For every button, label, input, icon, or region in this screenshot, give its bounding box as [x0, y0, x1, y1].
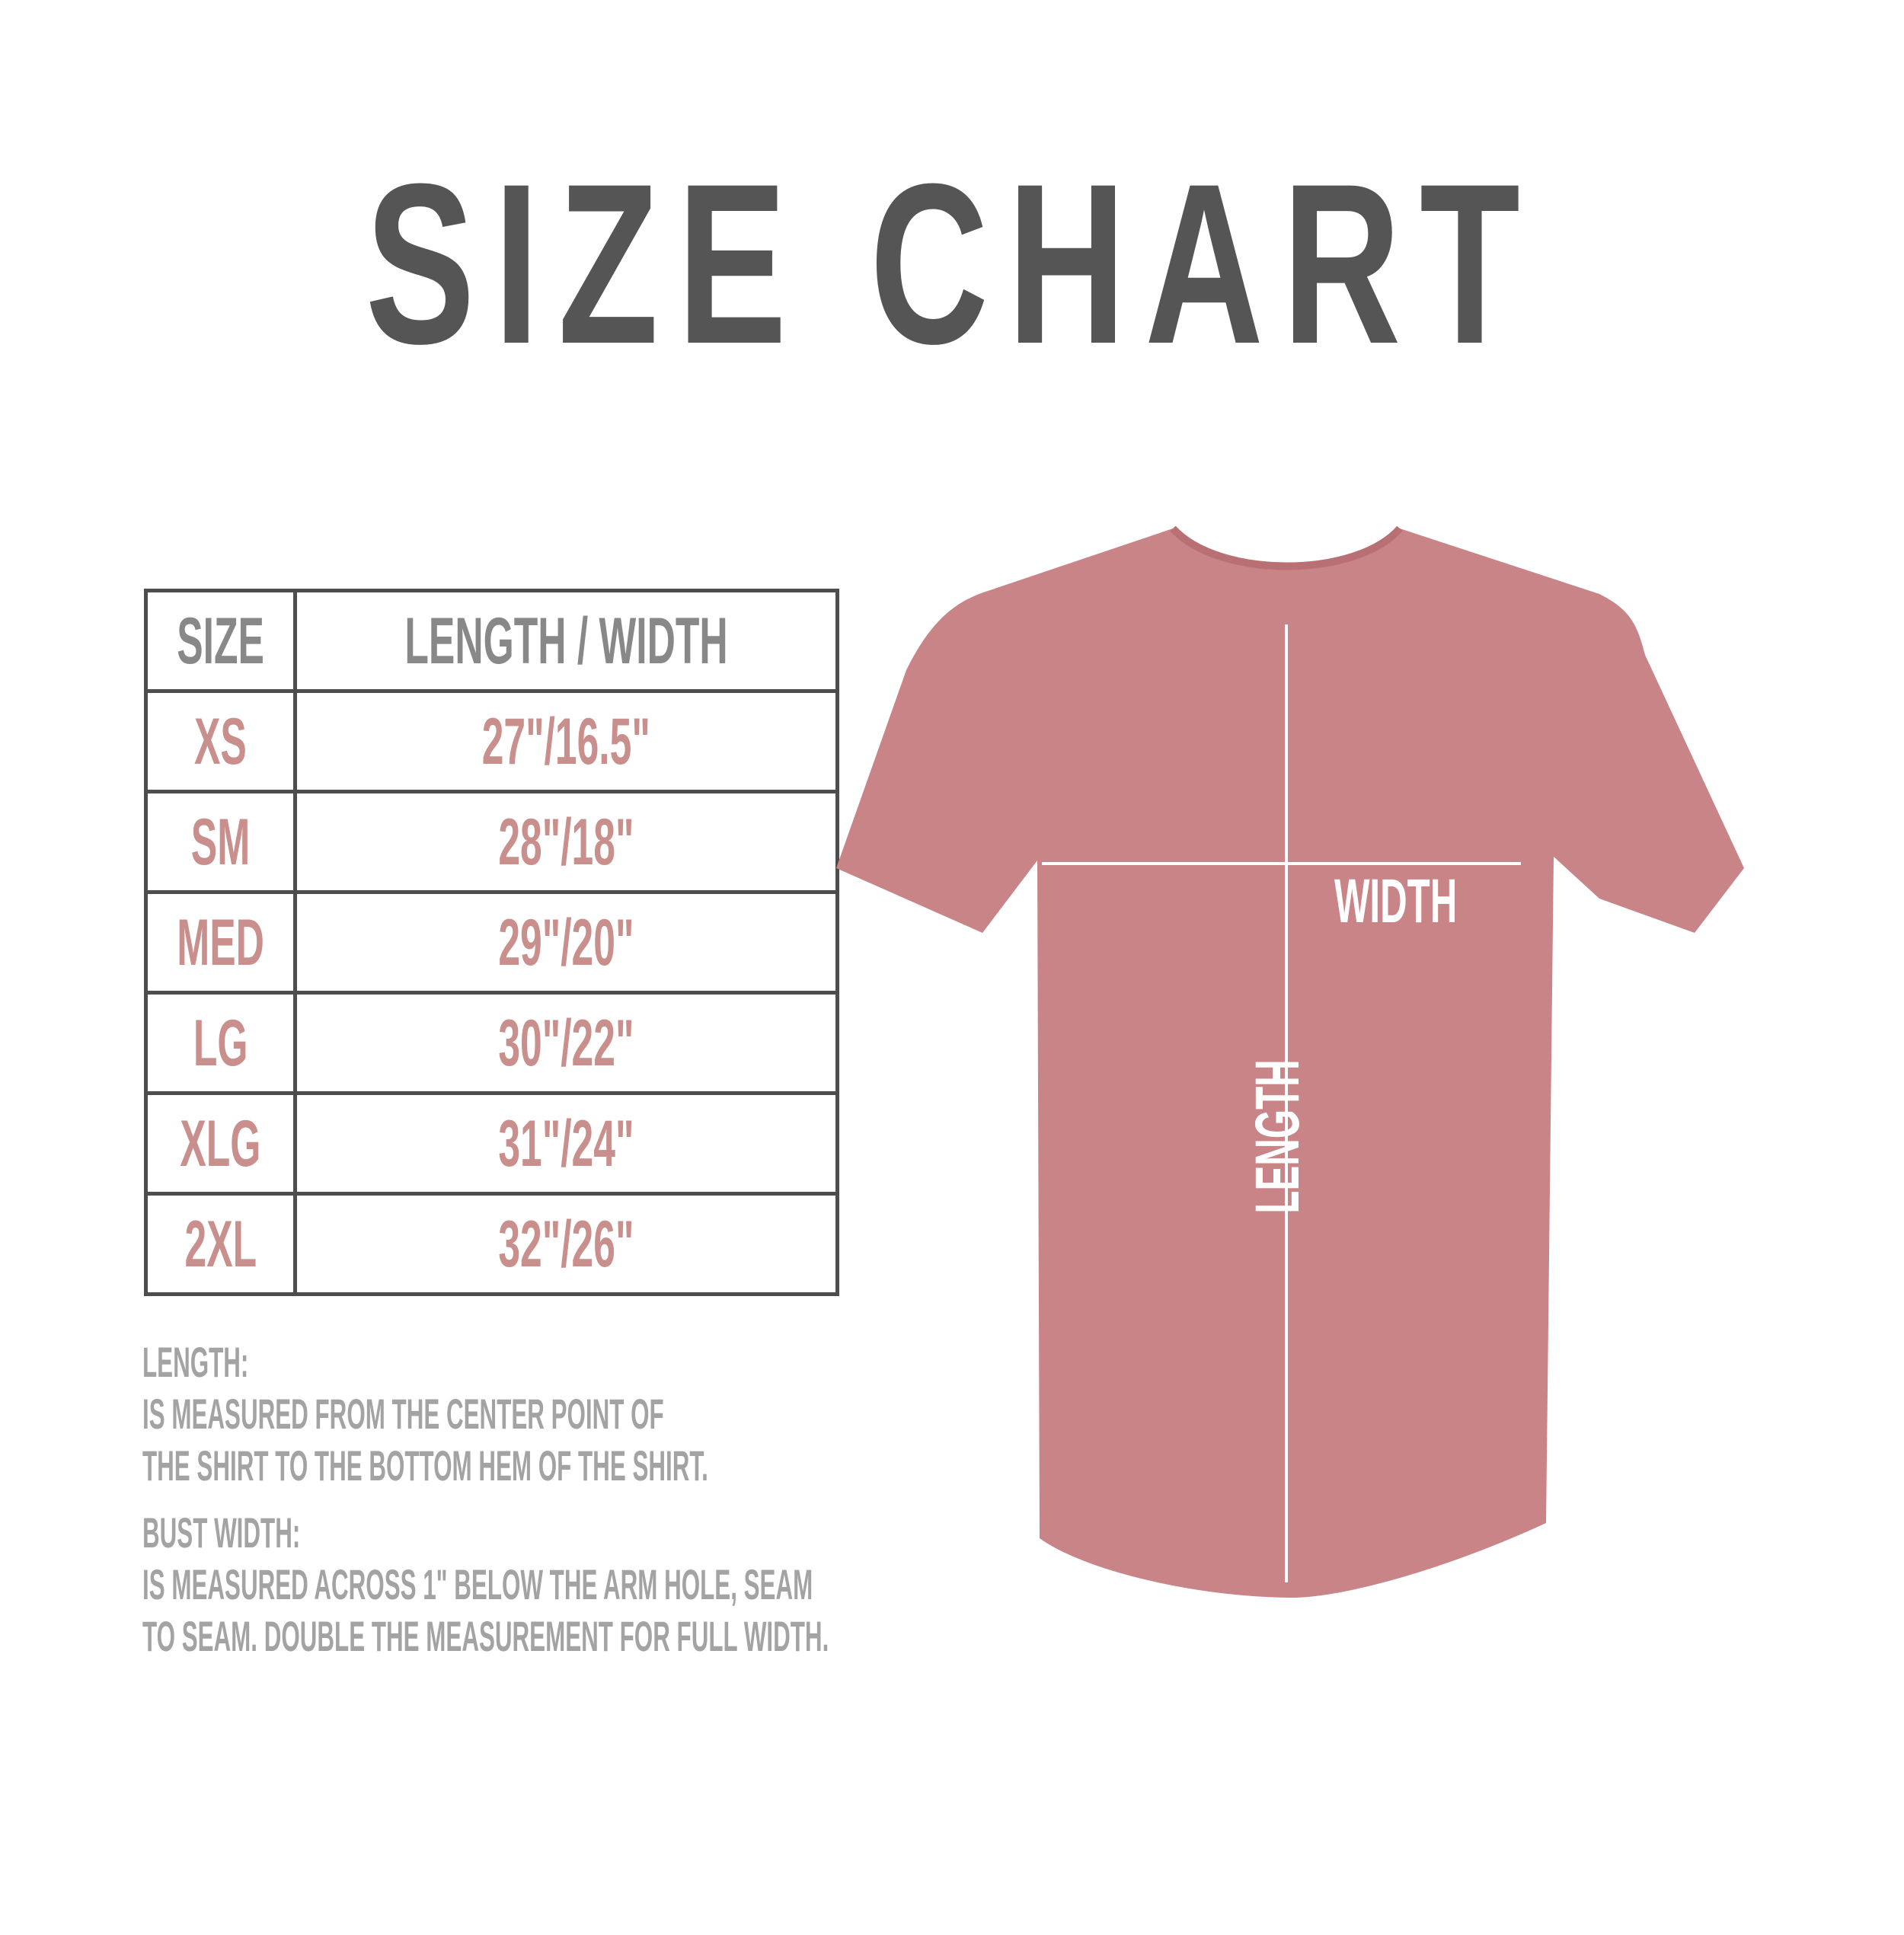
size-cell: XLG [143, 1091, 298, 1196]
header-size: SIZE [143, 589, 298, 693]
table-row: XS 27"/16.5" [143, 689, 840, 793]
size-cell: MED [143, 890, 298, 995]
width-note: BUST WIDTH: IS MEASURED ACROSS 1" BELOW … [142, 1507, 1368, 1662]
measure-cell: 27"/16.5" [293, 689, 840, 793]
width-note-line: TO SEAM. DOUBLE THE MEASUREMENT FOR FULL… [142, 1612, 829, 1660]
length-note-line: IS MEASURED FROM THE CENTER POINT OF [142, 1390, 664, 1438]
table-row: MED 29"/20" [143, 890, 840, 995]
length-label: LENGTH [1243, 1059, 1312, 1214]
size-cell: XS [143, 689, 298, 793]
table-row: XLG 31"/24" [143, 1091, 840, 1196]
measure-cell: 29"/20" [293, 890, 840, 995]
length-note-heading: LENGTH: [142, 1338, 249, 1386]
measure-cell: 28"/18" [293, 790, 840, 894]
page-title: SIZE CHART [365, 136, 1539, 391]
length-note: LENGTH: IS MEASURED FROM THE CENTER POIN… [142, 1336, 1152, 1492]
size-cell: 2XL [143, 1192, 298, 1296]
size-cell: LG [143, 991, 298, 1095]
collar [1170, 525, 1403, 570]
width-label: WIDTH [1334, 867, 1458, 936]
measure-cell: 32"/26" [293, 1192, 840, 1296]
size-table: SIZE LENGTH / WIDTH XS 27"/16.5" SM 28"/18… [143, 589, 840, 1296]
width-note-line: IS MEASURED ACROSS 1" BELOW THE ARM HOLE… [142, 1560, 813, 1608]
measure-cell: 31"/24" [293, 1091, 840, 1196]
table-row: SM 28"/18" [143, 790, 840, 894]
size-cell: SM [143, 790, 298, 894]
tshirt-shape [836, 528, 1744, 1598]
width-note-heading: BUST WIDTH: [142, 1509, 301, 1557]
table-row: 2XL 32"/26" [143, 1192, 840, 1296]
length-note-line: THE SHIRT TO THE BOTTOM HEM OF THE SHIRT… [142, 1442, 708, 1490]
measure-cell: 30"/22" [293, 991, 840, 1095]
table-header-row: SIZE LENGTH / WIDTH [143, 589, 840, 693]
table-row: LG 30"/22" [143, 991, 840, 1095]
header-length-width: LENGTH / WIDTH [293, 589, 840, 693]
